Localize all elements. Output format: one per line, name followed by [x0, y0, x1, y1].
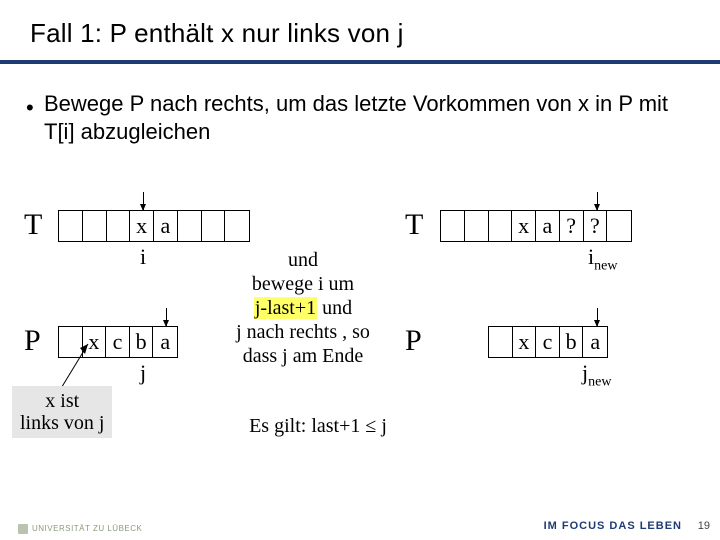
left-T-label: T [24, 208, 42, 242]
array-cell: b [560, 327, 584, 357]
bullet-marker: • [26, 94, 34, 122]
page-number: 19 [698, 520, 710, 532]
array-cell: c [106, 327, 130, 357]
array-cell [225, 211, 249, 241]
array-cell: a [583, 327, 607, 357]
array-cell: c [536, 327, 560, 357]
right-P-array: xcba [488, 326, 608, 358]
right-P-arrow [597, 308, 598, 326]
array-cell [178, 211, 202, 241]
array-cell [441, 211, 465, 241]
footer-logo: UNIVERSITÄT ZU LÜBECK [18, 524, 142, 534]
array-cell: a [536, 211, 560, 241]
right-P-label: P [405, 324, 422, 358]
array-cell [489, 327, 513, 357]
array-cell [107, 211, 131, 241]
right-P-index: jnew [582, 360, 611, 390]
left-P-arrow [166, 308, 167, 326]
array-cell [83, 211, 107, 241]
left-P-index: j [140, 360, 146, 386]
right-T-arrow [597, 192, 598, 210]
array-cell: a [154, 211, 178, 241]
footer: UNIVERSITÄT ZU LÜBECK IM FOCUS DAS LEBEN… [0, 510, 720, 540]
middle-below: Es gilt: last+1 ≤ j [218, 414, 418, 438]
array-cell: b [130, 327, 154, 357]
array-cell [489, 211, 513, 241]
middle-text: undbewege i umj-last+1 undj nach rechts … [218, 248, 388, 368]
slide-title: Fall 1: P enthält x nur links von j [30, 18, 404, 49]
left-T-array: xa [58, 210, 250, 242]
left-note: x istlinks von j [12, 386, 112, 438]
right-T-array: xa?? [440, 210, 632, 242]
array-cell: ? [584, 211, 608, 241]
right-T-label: T [405, 208, 423, 242]
left-T-index: i [140, 244, 146, 270]
diagram: T xa i P xcba j x istlinks von j undbewe… [0, 190, 720, 470]
footer-tagline: IM FOCUS DAS LEBEN [544, 520, 682, 532]
array-cell: x [130, 211, 154, 241]
right-T-index: inew [588, 244, 617, 274]
array-cell [59, 211, 83, 241]
array-cell: x [513, 327, 537, 357]
array-cell: ? [560, 211, 584, 241]
array-cell: x [512, 211, 536, 241]
array-cell [465, 211, 489, 241]
logo-icon [18, 524, 28, 534]
title-rule [0, 60, 720, 64]
left-P-label: P [24, 324, 41, 358]
left-T-arrow [143, 192, 144, 210]
array-cell [607, 211, 631, 241]
array-cell [202, 211, 226, 241]
array-cell: a [153, 327, 177, 357]
bullet-text: • Bewege P nach rechts, um das letzte Vo… [44, 90, 684, 145]
bullet-content: Bewege P nach rechts, um das letzte Vork… [44, 91, 668, 144]
